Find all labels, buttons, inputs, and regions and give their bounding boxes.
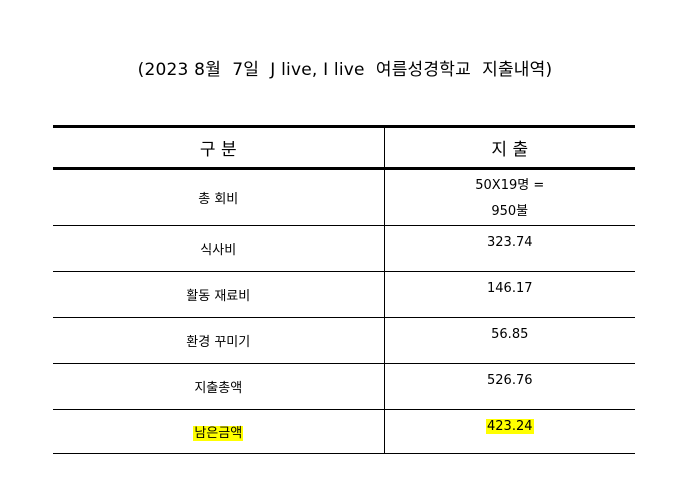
header-category: 구 분 — [53, 125, 385, 170]
table-row: 식사비 323.74 — [53, 225, 635, 272]
row-category: 환경 꾸미기 — [53, 317, 385, 364]
table-row-remaining: 남은금액 423.24 — [53, 409, 635, 454]
row-category: 식사비 — [53, 225, 385, 272]
row-category: 총 회비 — [53, 168, 385, 226]
row-category: 활동 재료비 — [53, 271, 385, 318]
row-amount: 56.85 — [384, 317, 635, 364]
row-amount: 50X19명 = 950불 — [384, 168, 635, 226]
table-row: 환경 꾸미기 56.85 — [53, 317, 635, 364]
row-amount: 526.76 — [384, 363, 635, 410]
row-category: 남은금액 — [53, 409, 385, 454]
table-row: 활동 재료비 146.17 — [53, 271, 635, 318]
amount-line-1: 50X19명 = — [475, 178, 545, 193]
row-amount: 323.74 — [384, 225, 635, 272]
amount-line-2: 950불 — [491, 204, 529, 219]
table-header-row: 구 분 지 출 — [53, 125, 635, 170]
table-row: 총 회비 50X19명 = 950불 — [53, 168, 635, 226]
row-amount: 146.17 — [384, 271, 635, 318]
row-category: 지출총액 — [53, 363, 385, 410]
row-amount: 423.24 — [384, 409, 635, 454]
document-title: (2023 8월 7일 J live, I live 여름성경학교 지출내역) — [137, 60, 553, 80]
table-row: 지출총액 526.76 — [53, 363, 635, 410]
remaining-amount-highlight: 423.24 — [486, 419, 534, 434]
expense-table: 구 분 지 출 총 회비 50X19명 = 950불 식사비 323.74 활동… — [53, 125, 635, 454]
remaining-label-highlight: 남은금액 — [193, 426, 244, 441]
header-amount: 지 출 — [384, 125, 635, 170]
